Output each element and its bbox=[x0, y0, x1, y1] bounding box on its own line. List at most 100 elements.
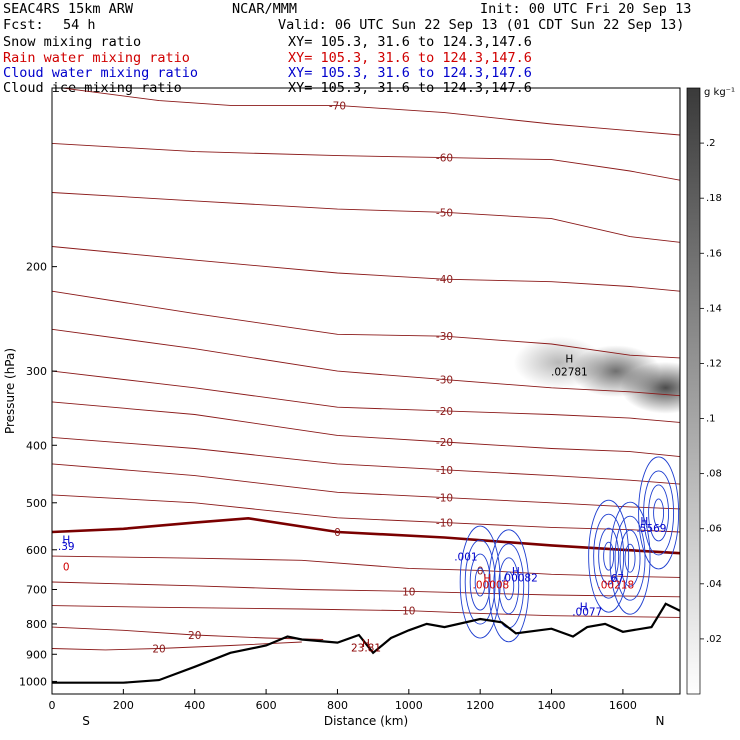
temperature-contour-5 bbox=[52, 328, 680, 397]
x-tick-label-2: 400 bbox=[184, 699, 205, 712]
colorbar-tick-label-3: .14 bbox=[706, 303, 722, 314]
y-tick-label-7: 900 bbox=[26, 648, 47, 661]
cloud-water-contour-3-3 bbox=[614, 515, 646, 601]
cloud-water-contour-1-4 bbox=[488, 529, 530, 643]
annotation-4: .001 bbox=[454, 551, 477, 563]
colorbar bbox=[686, 87, 701, 695]
y-tick-label-0: 200 bbox=[26, 261, 47, 274]
y-tick-label-4: 600 bbox=[26, 544, 47, 557]
temperature-contour-label-1: -60 bbox=[436, 153, 453, 165]
cloud-water-contour-4-1 bbox=[653, 498, 665, 528]
cloud-water-contour-4-3 bbox=[643, 470, 675, 556]
annotation-5: H bbox=[483, 573, 491, 585]
temperature-contour-label-9: -10 bbox=[436, 493, 453, 505]
colorbar-tick-label-4: .12 bbox=[706, 358, 722, 369]
x-end-label-right: N bbox=[656, 714, 665, 728]
temperature-contour-label-15: 20 bbox=[188, 630, 201, 642]
temperature-contour-label-0: -70 bbox=[329, 100, 346, 112]
y-tick-label-5: 700 bbox=[26, 584, 47, 597]
annotation-17: 0 bbox=[63, 561, 70, 573]
annotation-10: .0077 bbox=[572, 607, 602, 619]
annotation-6: .00008 bbox=[473, 579, 510, 591]
cloud-water-contour-2-2 bbox=[598, 527, 620, 585]
annotation-3: 23.81 bbox=[351, 642, 381, 654]
model-label: SEAC4RS 15km ARW bbox=[3, 1, 134, 17]
temperature-contour-14 bbox=[52, 605, 680, 618]
x-tick-label-1: 200 bbox=[113, 699, 134, 712]
x-tick-label-4: 800 bbox=[327, 699, 348, 712]
temperature-contour-9 bbox=[52, 463, 680, 510]
colorbar-unit: g kg⁻¹ bbox=[704, 87, 735, 98]
snow-shading-2 bbox=[620, 361, 680, 414]
annotation-15: H bbox=[62, 534, 70, 546]
cloud-water-contour-0-3 bbox=[464, 539, 496, 625]
cloud-water-contour-2-4 bbox=[588, 499, 630, 613]
annotation-1: .02781 bbox=[551, 366, 588, 378]
cloud-water-contour-2-1 bbox=[603, 541, 615, 571]
annotation-7: H bbox=[512, 566, 520, 578]
colorbar-tick-label-7: .06 bbox=[706, 524, 722, 535]
temperature-contour-label-7: -20 bbox=[436, 437, 453, 449]
temperature-contour-0 bbox=[62, 88, 680, 136]
annotation-13: .67 bbox=[607, 573, 624, 585]
temperature-contour-4 bbox=[52, 290, 680, 359]
field-rain: Rain water mixing ratio bbox=[3, 50, 190, 66]
y-tick-label-1: 300 bbox=[26, 365, 47, 378]
colorbar-tick-label-6: .08 bbox=[706, 469, 722, 480]
temperature-contour-13 bbox=[52, 581, 680, 598]
field-snow: Snow mixing ratio bbox=[3, 34, 142, 50]
x-tick-label-0: 0 bbox=[49, 699, 56, 712]
temperature-contour-label-16: 20 bbox=[152, 643, 165, 655]
temperature-contour-label-8: -10 bbox=[436, 465, 453, 477]
xy-rain: XY= 105.3, 31.6 to 124.3,147.6 bbox=[288, 50, 532, 66]
colorbar-tick-label-9: .02 bbox=[706, 634, 722, 645]
cloud-water-contour-1-2 bbox=[498, 557, 520, 615]
colorbar-tick-label-5: .1 bbox=[706, 414, 716, 425]
temperature-contour-2 bbox=[52, 192, 680, 243]
x-tick-label-8: 1600 bbox=[609, 699, 637, 712]
terrain-line bbox=[52, 602, 680, 684]
cloud-water-contour-3-4 bbox=[609, 501, 651, 615]
temperature-contour-7 bbox=[52, 401, 680, 458]
colorbar-tick-label-2: .16 bbox=[706, 248, 722, 259]
cloud-water-contour-0-2 bbox=[469, 553, 491, 611]
fcst-value: 54 h bbox=[63, 17, 96, 33]
temperature-contour-10 bbox=[52, 494, 680, 533]
y-tick-label-2: 400 bbox=[26, 439, 47, 452]
y-axis-label: Pressure (hPa) bbox=[3, 348, 17, 434]
temperature-contour-label-3: -40 bbox=[436, 274, 453, 286]
y-tick-label-3: 500 bbox=[26, 497, 47, 510]
annotation-12: .5569 bbox=[636, 523, 666, 535]
colorbar-tick-label-0: .2 bbox=[706, 138, 716, 149]
valid-label: Valid: 06 UTC Sun 22 Sep 13 (01 CDT Sun … bbox=[278, 17, 685, 33]
temperature-contour-label-13: 10 bbox=[402, 586, 415, 598]
cloud-water-contour-3-1 bbox=[624, 543, 636, 573]
x-axis-label: Distance (km) bbox=[324, 714, 408, 728]
annotation-16: .39 bbox=[58, 541, 75, 553]
x-tick-label-7: 1400 bbox=[538, 699, 566, 712]
colorbar-tick-label-8: .04 bbox=[706, 579, 722, 590]
xy-cloud-water: XY= 105.3, 31.6 to 124.3,147.6 bbox=[288, 65, 532, 81]
temperature-contour-8 bbox=[52, 436, 680, 485]
plot-frame bbox=[51, 87, 681, 695]
colorbar-tick-label-1: .18 bbox=[706, 193, 722, 204]
org-label: NCAR/MMM bbox=[232, 1, 298, 17]
cloud-water-contour-0-1 bbox=[474, 567, 486, 597]
cloud-water-contour-0-4 bbox=[459, 525, 501, 639]
temperature-contour-label-5: -30 bbox=[436, 375, 453, 387]
annotation-11: H bbox=[640, 516, 648, 528]
temperature-contour-6 bbox=[52, 370, 680, 423]
annotation-8: .00082 bbox=[501, 572, 538, 584]
temperature-contour-label-14: 10 bbox=[402, 606, 415, 618]
cloud-water-contour-1-1 bbox=[503, 571, 515, 601]
x-tick-label-5: 1000 bbox=[395, 699, 423, 712]
cloud-water-contour-2-3 bbox=[593, 513, 625, 599]
y-tick-label-8: 1000 bbox=[19, 675, 47, 688]
annotation-9: H bbox=[580, 602, 588, 614]
temperature-contour-11 bbox=[52, 516, 680, 555]
temperature-contour-12 bbox=[52, 555, 680, 578]
temperature-contour-label-4: -30 bbox=[436, 331, 453, 343]
cloud-water-contour-3-2 bbox=[619, 529, 641, 587]
temperature-contour-3 bbox=[52, 246, 680, 292]
annotation-0: H bbox=[565, 353, 573, 365]
